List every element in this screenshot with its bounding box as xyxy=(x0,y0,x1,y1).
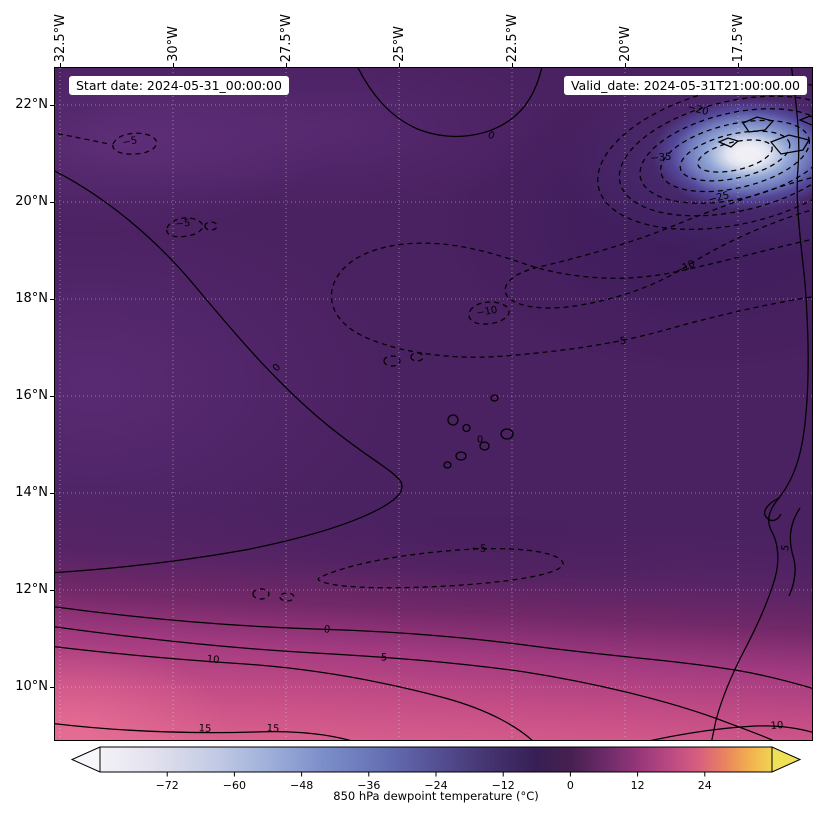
contour-label: 10 xyxy=(206,653,220,667)
y-axis-tick-label: 20°N xyxy=(15,194,48,209)
x-axis-tick-label: 27.5°W xyxy=(277,4,295,62)
colorbar-gradient-bar xyxy=(100,747,772,772)
valid-date-annotation: Valid_date: 2024-05-31T21:00:00.00 xyxy=(563,76,807,95)
y-axis-tick-mark xyxy=(50,493,55,494)
x-axis-tick-label: 25°W xyxy=(390,4,408,62)
x-axis-tick-text: 27.5°W xyxy=(278,13,294,62)
contour-label: −5 xyxy=(471,543,487,555)
contour-label: 5 xyxy=(779,543,793,553)
contour-label: −5 xyxy=(121,135,139,149)
coastline xyxy=(711,68,809,740)
contour-label: −5 xyxy=(175,217,191,231)
x-axis-tick-text: 20°W xyxy=(617,26,633,62)
y-axis-tick-label: 12°N xyxy=(15,582,48,597)
start-date-annotation: Start date: 2024-05-31_00:00:00 xyxy=(69,76,289,95)
x-axis-tick-label: 20°W xyxy=(616,4,634,62)
contour-label: 5 xyxy=(380,652,388,664)
contour-label: −20 xyxy=(686,101,710,119)
contour-overlay xyxy=(55,68,812,740)
colorbar-tick-label: −36 xyxy=(357,779,380,792)
contour-label: 0 xyxy=(485,129,497,143)
y-axis-tick-mark xyxy=(50,299,55,300)
colorbar-tick-label: −12 xyxy=(492,779,515,792)
graticule-grid xyxy=(55,68,812,740)
x-axis-tick-mark xyxy=(173,63,174,68)
negative-contour-lines xyxy=(55,82,812,602)
x-axis-tick-text: 22.5°W xyxy=(504,13,520,62)
y-axis-tick-mark xyxy=(50,687,55,688)
colorbar-outline xyxy=(70,746,802,773)
y-axis-tick-label: 16°N xyxy=(15,388,48,403)
x-axis-tick-mark xyxy=(399,63,400,68)
x-axis-tick-mark xyxy=(738,63,739,68)
x-axis-tick-mark xyxy=(512,63,513,68)
contour-label: 15 xyxy=(198,723,212,735)
colorbar-tick-label: 12 xyxy=(631,779,645,792)
x-axis-tick-mark xyxy=(286,63,287,68)
x-axis-tick-label: 22.5°W xyxy=(503,4,521,62)
y-axis-tick-mark xyxy=(50,105,55,106)
colorbar-over-arrow xyxy=(772,747,800,772)
colorbar-ticks: −72 −60 −48 −36 −24 −12 0 12 24 xyxy=(156,772,712,792)
islands xyxy=(443,115,812,469)
colorbar-tick-label: −72 xyxy=(156,779,179,792)
x-axis-tick-text: 25°W xyxy=(391,26,407,62)
colorbar: −72 −60 −48 −36 −24 −12 0 12 24 xyxy=(70,746,802,792)
y-axis-tick-label: 18°N xyxy=(15,291,48,306)
y-axis-tick-label: 14°N xyxy=(15,485,48,500)
contour-label: −10 xyxy=(673,258,697,278)
colorbar-tick-label: 0 xyxy=(567,779,574,792)
contour-label: 0 xyxy=(476,434,484,446)
contour-label: 15 xyxy=(266,723,280,735)
x-axis-tick-label: 17.5°W xyxy=(729,4,747,62)
y-axis-tick-mark xyxy=(50,396,55,397)
contour-label: −5 xyxy=(610,335,628,349)
contour-label: −10 xyxy=(475,304,499,320)
contour-label: 0 xyxy=(323,624,331,636)
contour-label-layer: −5 −5 0 −20 −35 −25 −10 −10 −5 0 0 −5 5 0 5 10 15 15 10 xyxy=(55,68,812,740)
colorbar-tick-label: −60 xyxy=(223,779,246,792)
colorbar-label: 850 hPa dewpoint temperature (°C) xyxy=(333,789,539,803)
y-axis-tick-mark xyxy=(50,590,55,591)
y-axis-tick-label: 10°N xyxy=(15,679,48,694)
contour-label: 10 xyxy=(770,719,784,733)
x-axis-tick-label: 30°W xyxy=(164,4,182,62)
x-axis-tick-text: 32.5°W xyxy=(52,13,68,62)
x-axis-tick-mark xyxy=(625,63,626,68)
x-axis-tick-label: 32.5°W xyxy=(51,4,69,62)
contour-label: −25 xyxy=(707,189,731,207)
zero-and-positive-contour-lines xyxy=(55,68,812,740)
colorbar-under-arrow xyxy=(72,747,100,772)
map-plot-area: −5 −5 0 −20 −35 −25 −10 −10 −5 0 0 −5 5 0 5 10 15 15 10 St… xyxy=(55,68,812,740)
contour-label: 0 xyxy=(270,361,284,375)
colorbar-tick-label: −24 xyxy=(424,779,447,792)
colorbar-tick-label: 24 xyxy=(698,779,712,792)
y-axis-tick-label: 22°N xyxy=(15,97,48,112)
x-axis-tick-text: 17.5°W xyxy=(730,13,746,62)
contour-label: −35 xyxy=(650,151,672,165)
colorbar-tick-label: −48 xyxy=(290,779,313,792)
x-axis-tick-mark xyxy=(60,63,61,68)
y-axis-tick-mark xyxy=(50,202,55,203)
x-axis-tick-text: 30°W xyxy=(165,26,181,62)
